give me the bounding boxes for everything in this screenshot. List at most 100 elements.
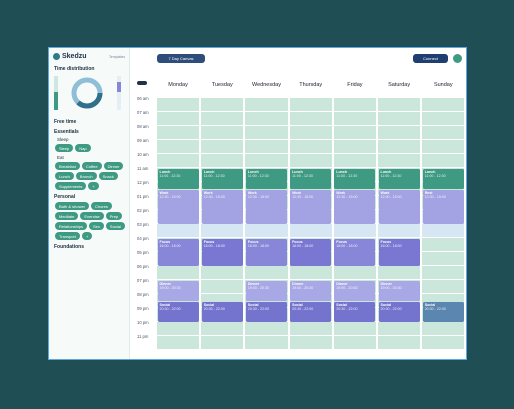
time-slot[interactable] (289, 336, 332, 350)
event[interactable]: Focus 16:00 - 18:00 (157, 238, 199, 266)
time-slot[interactable] (422, 140, 465, 154)
time-slot[interactable] (289, 140, 332, 154)
event[interactable]: Work 12:30 - 15:00 (334, 189, 376, 224)
time-slot[interactable] (289, 126, 332, 140)
event[interactable]: Lunch 11:00 - 12:30 (422, 168, 464, 189)
time-slot[interactable] (333, 154, 376, 168)
category-chip[interactable]: + (81, 232, 93, 240)
time-slot[interactable] (289, 112, 332, 126)
event[interactable]: Focus 16:00 - 18:00 (290, 238, 332, 266)
time-slot[interactable] (201, 126, 244, 140)
time-slot[interactable] (201, 140, 244, 154)
event[interactable]: Focus 16:00 - 18:00 (334, 238, 376, 266)
time-slot[interactable] (201, 224, 244, 238)
event[interactable]: Social 20:30 - 22:00 (378, 301, 420, 322)
event[interactable]: Lunch 11:00 - 12:30 (290, 168, 332, 189)
event[interactable]: Social 20:30 - 22:00 (201, 301, 243, 322)
event[interactable]: Social 20:30 - 22:00 (334, 301, 376, 322)
time-slot[interactable] (422, 280, 465, 294)
time-slot[interactable] (157, 154, 200, 168)
time-slot[interactable] (245, 336, 288, 350)
category-chip[interactable]: Lunch (55, 172, 74, 180)
category-chip[interactable]: Sex (89, 222, 104, 230)
time-slot[interactable] (201, 154, 244, 168)
event[interactable]: Lunch 11:00 - 12:30 (334, 168, 376, 189)
event[interactable]: Focus 16:00 - 18:00 (201, 238, 243, 266)
event[interactable]: Lunch 11:00 - 12:30 (157, 168, 199, 189)
time-slot[interactable] (157, 224, 200, 238)
time-slot[interactable] (157, 112, 200, 126)
time-slot[interactable] (378, 98, 421, 112)
time-slot[interactable] (157, 336, 200, 350)
time-slot[interactable] (289, 154, 332, 168)
time-slot[interactable] (333, 322, 376, 336)
event[interactable]: Work 12:30 - 15:00 (290, 189, 332, 224)
time-slot[interactable] (289, 266, 332, 280)
time-slot[interactable] (378, 154, 421, 168)
event[interactable]: Work 12:30 - 15:00 (201, 189, 243, 224)
time-slot[interactable] (333, 140, 376, 154)
time-slot[interactable] (378, 322, 421, 336)
time-slot[interactable] (333, 126, 376, 140)
event[interactable]: Lunch 11:00 - 12:30 (245, 168, 288, 189)
time-slot[interactable] (422, 238, 465, 252)
event[interactable]: Lunch 11:00 - 12:30 (201, 168, 243, 189)
time-slot[interactable] (378, 126, 421, 140)
event[interactable]: Dinner 19:00 - 20:30 (245, 280, 288, 301)
time-slot[interactable] (378, 336, 421, 350)
category-chip[interactable]: + (88, 182, 99, 190)
time-slot[interactable] (201, 98, 244, 112)
event[interactable]: Lunch 11:00 - 12:30 (378, 168, 420, 189)
time-slot[interactable] (157, 322, 200, 336)
category-chip[interactable]: Brunch (75, 172, 97, 180)
time-slot[interactable] (422, 112, 465, 126)
category-chip[interactable]: Transport (55, 232, 80, 240)
time-slot[interactable] (157, 126, 200, 140)
event[interactable]: Work 12:30 - 15:00 (157, 189, 199, 224)
time-slot[interactable] (378, 224, 421, 238)
category-chip[interactable]: Snack (98, 172, 118, 180)
time-slot[interactable] (201, 112, 244, 126)
time-slot[interactable] (245, 98, 288, 112)
time-slot[interactable] (333, 112, 376, 126)
time-slot[interactable] (422, 336, 465, 350)
event[interactable]: Dinner 19:00 - 20:30 (334, 280, 376, 301)
category-chip[interactable]: Prep (105, 212, 123, 220)
category-chip[interactable]: Nap (75, 144, 91, 152)
category-chip[interactable]: Breakfast (55, 162, 80, 170)
category-chip[interactable]: Social (105, 222, 125, 230)
time-slot[interactable] (289, 224, 332, 238)
event[interactable]: Work 12:30 - 15:00 (245, 189, 288, 224)
time-slot[interactable] (289, 322, 332, 336)
time-slot[interactable] (378, 112, 421, 126)
time-slot[interactable] (333, 336, 376, 350)
time-slot[interactable] (157, 140, 200, 154)
time-slot[interactable] (422, 266, 465, 280)
time-slot[interactable] (378, 140, 421, 154)
time-slot[interactable] (245, 224, 288, 238)
event[interactable]: Dinner 19:00 - 20:30 (290, 280, 332, 301)
time-slot[interactable] (157, 266, 200, 280)
event[interactable]: Focus 16:00 - 18:00 (378, 238, 420, 266)
event[interactable]: Dinner 19:00 - 20:30 (378, 280, 420, 301)
connect-button[interactable]: Connect (413, 54, 448, 63)
time-slot[interactable] (422, 224, 465, 238)
time-slot[interactable] (157, 98, 200, 112)
event[interactable]: Social 20:30 - 22:00 (157, 301, 199, 322)
event[interactable]: Social 20:30 - 22:00 (422, 301, 464, 322)
time-slot[interactable] (245, 112, 288, 126)
event[interactable]: Work 12:30 - 15:00 (378, 189, 420, 224)
view-button[interactable]: 7 Day Canvas (157, 54, 205, 63)
time-slot[interactable] (333, 98, 376, 112)
category-chip[interactable]: Relationships (55, 222, 88, 230)
time-slot[interactable] (245, 154, 288, 168)
event[interactable]: Rest 12:30 - 15:00 (422, 189, 464, 224)
time-slot[interactable] (422, 98, 465, 112)
time-slot[interactable] (245, 322, 288, 336)
category-chip[interactable]: Bath & shower (55, 202, 90, 210)
category-chip[interactable]: Dinner (103, 162, 124, 170)
time-slot[interactable] (422, 252, 465, 266)
time-slot[interactable] (245, 266, 288, 280)
category-chip[interactable]: Exercise (80, 212, 104, 220)
time-slot[interactable] (201, 336, 244, 350)
